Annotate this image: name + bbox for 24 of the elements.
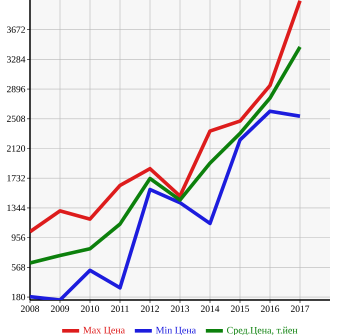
y-tick-label: 2896: [6, 86, 26, 92]
line-series: [30, 109, 302, 300]
x-tick-label: 2008: [20, 306, 40, 312]
y-tick-label: 2508: [6, 116, 26, 122]
x-tick-label: 2010: [80, 306, 100, 312]
x-tick-label: 2016: [260, 306, 280, 312]
y-tick-label: 1344: [7, 204, 26, 212]
y-tick-label: 3284: [6, 56, 26, 63]
y-tick-label: 3672: [6, 26, 25, 33]
y-tick-label: 1732: [7, 175, 25, 182]
x-tick-label: 2009: [50, 306, 70, 312]
legend-label: Max Цена: [83, 326, 125, 335]
y-tick-label: 2120: [6, 145, 26, 152]
line-series: [30, 45, 302, 265]
y-tick-label: 568: [12, 264, 26, 271]
x-tick-label: 2014: [200, 306, 220, 312]
y-tick-label: 956: [12, 234, 26, 241]
x-tick-label: 2012: [140, 306, 159, 312]
x-tick-label: 2017: [290, 306, 310, 312]
x-tick-label: 2015: [230, 306, 250, 312]
x-tick-label: 2013: [170, 306, 190, 312]
line-series: [30, 0, 302, 234]
x-tick-label: 2011: [111, 306, 129, 312]
y-tick-label: 180: [12, 294, 26, 300]
